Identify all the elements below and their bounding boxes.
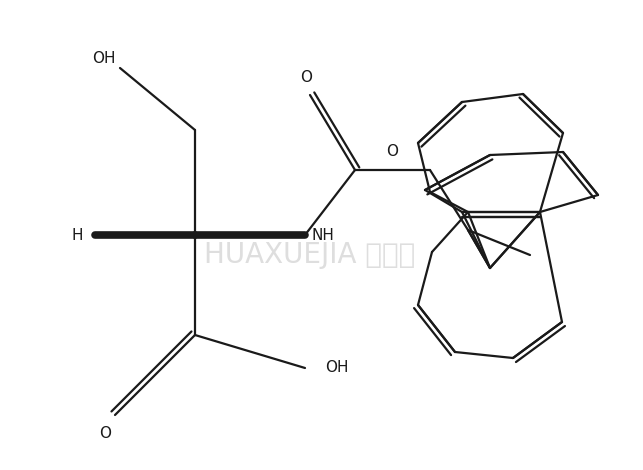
Text: NH: NH bbox=[312, 227, 334, 243]
Text: O: O bbox=[386, 144, 398, 159]
Text: HUAXUEJIA 化学加: HUAXUEJIA 化学加 bbox=[204, 241, 415, 269]
Text: H: H bbox=[71, 227, 83, 243]
Text: O: O bbox=[99, 425, 111, 440]
Text: OH: OH bbox=[325, 360, 349, 376]
Text: OH: OH bbox=[92, 50, 116, 65]
Text: O: O bbox=[300, 70, 312, 85]
